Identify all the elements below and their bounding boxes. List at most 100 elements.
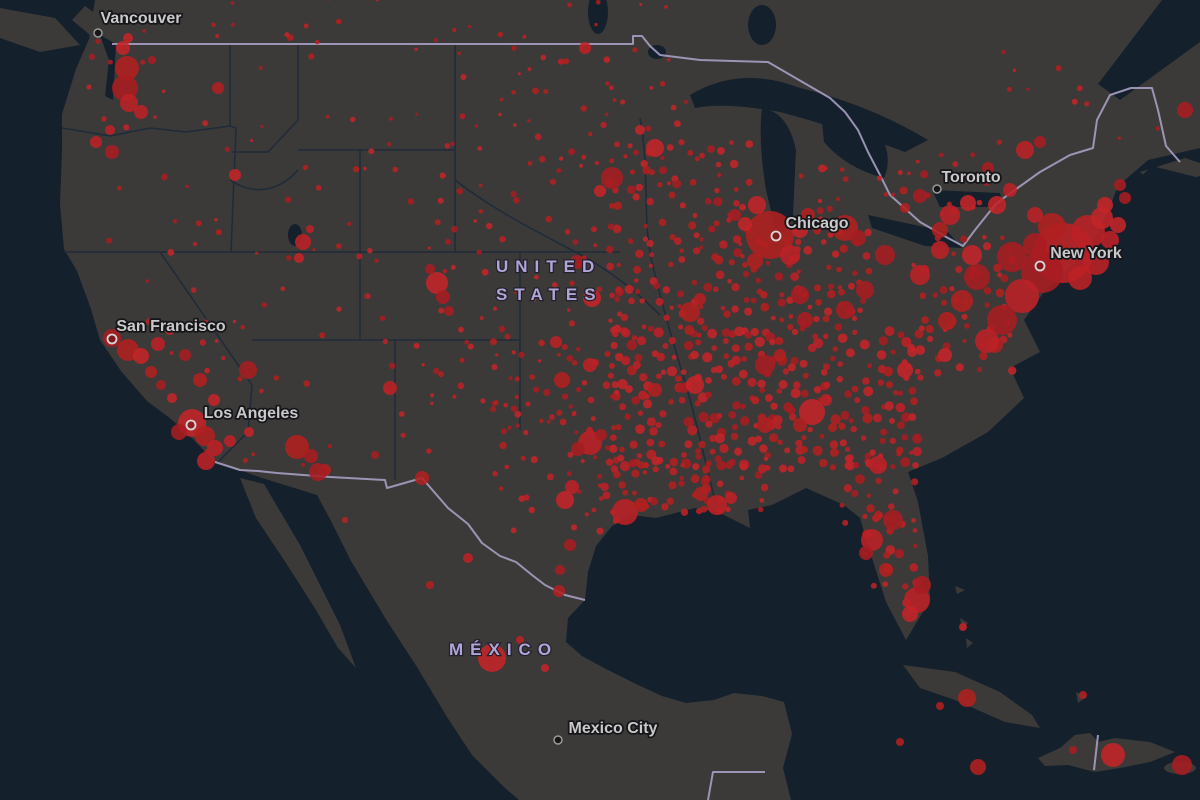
case-dot[interactable] <box>750 297 757 304</box>
case-dot[interactable] <box>463 553 473 563</box>
case-dot[interactable] <box>456 187 464 195</box>
case-dot[interactable] <box>214 339 219 343</box>
case-dot[interactable] <box>161 89 166 94</box>
case-dot[interactable] <box>812 445 823 456</box>
case-dot[interactable] <box>590 416 596 422</box>
case-dot[interactable] <box>679 202 686 209</box>
case-dot[interactable] <box>938 152 944 158</box>
case-dot[interactable] <box>745 140 754 148</box>
case-dot[interactable] <box>837 333 848 344</box>
case-dot[interactable] <box>224 146 230 152</box>
case-dot[interactable] <box>848 418 854 424</box>
case-dot[interactable] <box>705 377 712 384</box>
case-dot[interactable] <box>678 324 684 330</box>
case-dot[interactable] <box>606 262 614 271</box>
case-dot[interactable] <box>601 167 623 189</box>
case-dot[interactable] <box>909 563 918 572</box>
case-dot[interactable] <box>533 298 536 302</box>
case-dot[interactable] <box>829 440 839 449</box>
case-dot[interactable] <box>513 123 517 127</box>
case-dot[interactable] <box>634 289 641 295</box>
case-dot[interactable] <box>479 316 484 320</box>
case-dot[interactable] <box>557 58 565 65</box>
case-dot[interactable] <box>1003 183 1017 197</box>
case-dot[interactable] <box>666 366 678 377</box>
case-dot[interactable] <box>367 247 373 254</box>
case-dot[interactable] <box>636 336 647 346</box>
case-dot[interactable] <box>731 376 741 386</box>
case-dot[interactable] <box>792 222 808 238</box>
case-dot[interactable] <box>913 576 931 594</box>
case-dot[interactable] <box>566 308 571 312</box>
case-dot[interactable] <box>915 345 926 355</box>
case-dot[interactable] <box>564 229 571 235</box>
case-dot[interactable] <box>612 224 622 234</box>
case-dot[interactable] <box>913 543 918 549</box>
case-dot[interactable] <box>695 448 701 454</box>
case-dot[interactable] <box>538 155 546 163</box>
case-dot[interactable] <box>759 387 765 394</box>
case-dot[interactable] <box>862 413 873 424</box>
case-dot[interactable] <box>839 439 847 447</box>
case-dot[interactable] <box>955 363 964 372</box>
case-dot[interactable] <box>421 363 425 367</box>
case-dot[interactable] <box>614 296 620 302</box>
case-dot[interactable] <box>901 336 912 348</box>
case-dot[interactable] <box>518 351 525 358</box>
case-dot[interactable] <box>729 209 741 221</box>
case-dot[interactable] <box>632 193 640 201</box>
case-dot[interactable] <box>312 248 316 252</box>
case-dot[interactable] <box>632 361 641 369</box>
case-dot[interactable] <box>1005 279 1039 313</box>
case-dot[interactable] <box>478 644 506 672</box>
case-dot[interactable] <box>844 455 853 463</box>
case-dot[interactable] <box>674 120 681 128</box>
case-dot[interactable] <box>1172 755 1192 775</box>
case-dot[interactable] <box>662 343 669 349</box>
case-dot[interactable] <box>646 139 664 157</box>
case-dot[interactable] <box>315 185 322 191</box>
case-dot[interactable] <box>407 198 415 205</box>
case-dot[interactable] <box>117 185 122 191</box>
case-dot[interactable] <box>415 471 429 485</box>
case-dot[interactable] <box>648 383 662 397</box>
case-dot[interactable] <box>639 3 643 6</box>
case-dot[interactable] <box>695 453 702 460</box>
case-dot[interactable] <box>517 72 521 76</box>
case-dot[interactable] <box>325 114 330 119</box>
case-dot[interactable] <box>133 348 149 364</box>
case-dot[interactable] <box>671 354 677 360</box>
case-dot[interactable] <box>605 81 610 86</box>
case-dot[interactable] <box>776 388 783 394</box>
case-dot[interactable] <box>699 245 704 250</box>
case-dot[interactable] <box>161 173 168 181</box>
case-dot[interactable] <box>850 426 857 433</box>
case-dot[interactable] <box>1101 743 1125 767</box>
case-dot[interactable] <box>919 292 927 300</box>
case-dot[interactable] <box>683 340 694 351</box>
case-dot[interactable] <box>605 458 614 466</box>
case-dot[interactable] <box>306 225 314 233</box>
case-dot[interactable] <box>884 401 894 411</box>
case-dot[interactable] <box>827 232 834 238</box>
case-dot[interactable] <box>775 336 784 345</box>
case-dot[interactable] <box>691 279 698 286</box>
case-dot[interactable] <box>951 290 973 312</box>
case-dot[interactable] <box>694 156 700 162</box>
case-dot[interactable] <box>780 245 800 265</box>
case-dot[interactable] <box>510 405 518 413</box>
case-dot[interactable] <box>425 264 435 274</box>
case-dot[interactable] <box>997 272 1003 278</box>
case-dot[interactable] <box>899 186 908 195</box>
case-dot[interactable] <box>451 225 458 233</box>
case-dot[interactable] <box>790 356 799 365</box>
case-dot[interactable] <box>851 315 858 321</box>
case-dot[interactable] <box>631 396 640 405</box>
case-dot[interactable] <box>683 416 694 427</box>
case-dot[interactable] <box>665 464 671 469</box>
case-dot[interactable] <box>115 56 139 80</box>
case-dot[interactable] <box>556 409 563 416</box>
case-dot[interactable] <box>336 306 342 312</box>
case-dot[interactable] <box>883 192 889 197</box>
case-dot[interactable] <box>832 346 838 352</box>
